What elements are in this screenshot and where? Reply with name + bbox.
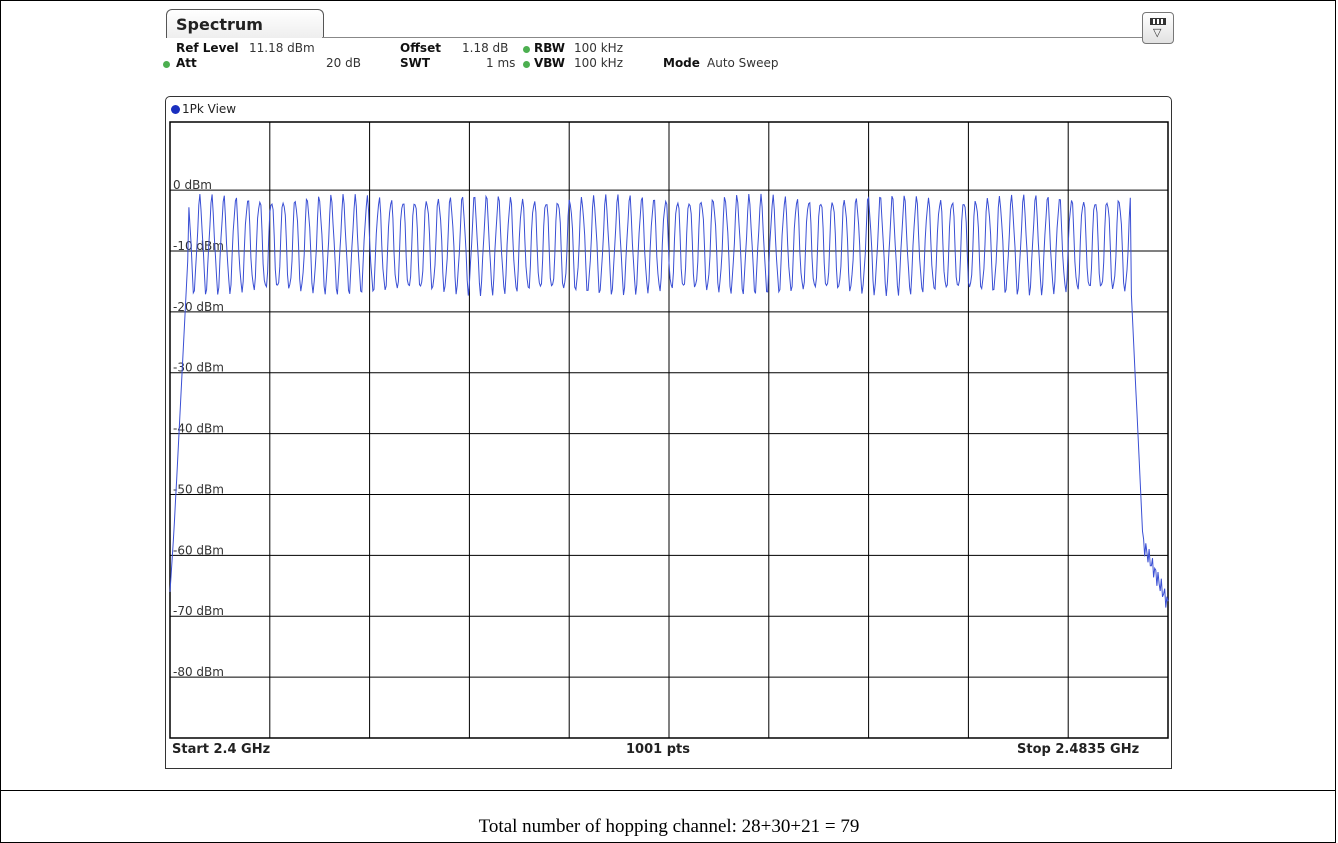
tab-spectrum[interactable]: Spectrum: [166, 9, 324, 38]
y-tick-label: -40 dBm: [173, 422, 224, 436]
caption-divider: [0, 790, 1336, 791]
y-tick-label: 0 dBm: [173, 178, 212, 192]
keyboard-icon: [1150, 18, 1166, 25]
y-tick-label: -50 dBm: [173, 482, 224, 496]
ref-level-value: 11.18 dBm: [249, 41, 315, 55]
ref-level-label: Ref Level: [176, 41, 239, 55]
offset-value: 1.18 dB: [462, 41, 509, 55]
vbw-value: 100 kHz: [574, 56, 623, 70]
rbw-value: 100 kHz: [574, 41, 623, 55]
caption-text: Total number of hopping channel: 28+30+2…: [478, 816, 860, 837]
stop-frequency: Stop 2.4835 GHz: [1017, 742, 1140, 757]
sweep-points: 1001 pts: [626, 742, 690, 757]
mode-value: Auto Sweep: [707, 56, 779, 70]
view-label: 1Pk View: [182, 102, 237, 116]
rbw-label: RBW: [534, 41, 565, 55]
y-tick-label: -80 dBm: [173, 665, 224, 679]
y-tick-label: -30 dBm: [173, 361, 224, 375]
tab-baseline: [322, 37, 1172, 38]
trace-line: [169, 193, 1169, 608]
y-tick-label: -60 dBm: [173, 543, 224, 557]
offset-indicator-icon: [523, 46, 530, 53]
start-frequency: Start 2.4 GHz: [172, 742, 271, 757]
att-indicator-icon: [163, 61, 170, 68]
dropdown-arrow-icon: ▽: [1153, 26, 1162, 39]
tab-spectrum-label: Spectrum: [176, 15, 263, 34]
swt-label: SWT: [400, 56, 431, 70]
att-label: Att: [176, 56, 197, 70]
y-tick-label: -10 dBm: [173, 239, 224, 253]
mode-label: Mode: [663, 56, 700, 70]
display-menu-button[interactable]: ▽: [1142, 12, 1174, 44]
att-value: 20 dB: [326, 56, 361, 70]
y-tick-label: -70 dBm: [173, 604, 224, 618]
swt-value: 1 ms: [486, 56, 516, 70]
trace-indicator-icon: [171, 105, 180, 114]
vbw-label: VBW: [534, 56, 566, 70]
offset-label: Offset: [400, 41, 441, 55]
vbw-indicator-icon: [523, 61, 530, 68]
y-tick-label: -20 dBm: [173, 300, 224, 314]
